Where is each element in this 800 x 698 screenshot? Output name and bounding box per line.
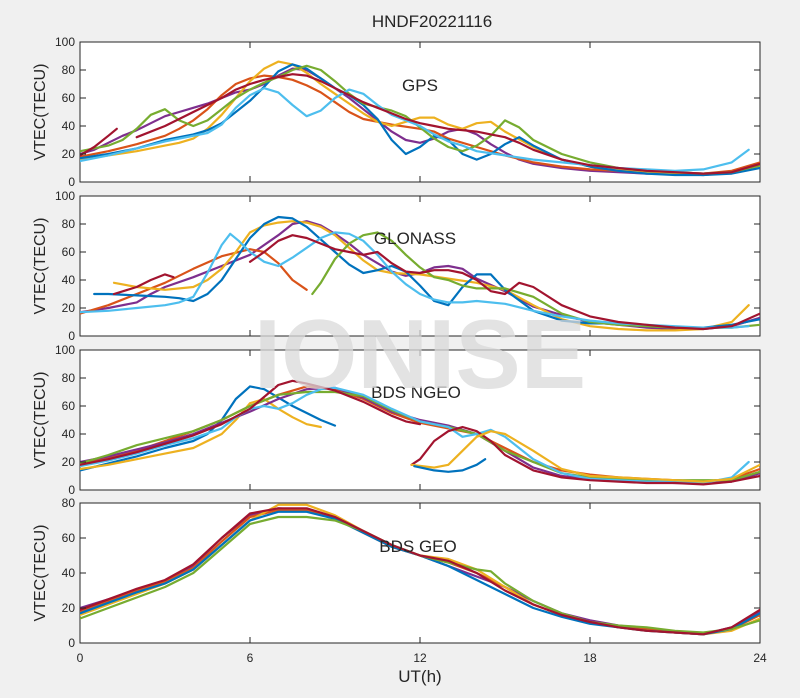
y-tick-label: 100 (55, 189, 75, 203)
constellation-label: GPS (402, 76, 438, 95)
constellation-label: BDS GEO (379, 537, 456, 556)
y-tick-label: 60 (62, 399, 76, 413)
series-line (112, 220, 750, 332)
x-tick-label: 0 (77, 651, 84, 665)
y-tick-label: 20 (62, 301, 76, 315)
y-axis-label: VTEC(TECU) (32, 525, 49, 622)
watermark: IONISE (254, 299, 586, 409)
series-line (80, 397, 322, 471)
y-tick-label: 60 (62, 91, 76, 105)
y-axis-label: VTEC(TECU) (32, 64, 49, 161)
y-tick-label: 60 (62, 531, 76, 545)
y-tick-label: 20 (62, 455, 76, 469)
series-line (80, 67, 760, 177)
panel-0: 0 20 40 60 80 100 VTEC(TECU) GPS (32, 35, 761, 189)
series-line (80, 64, 760, 175)
panel-1: 0 20 40 60 80 100 VTEC(TECU) GLONASS (32, 189, 761, 343)
constellation-label: BDS NGEO (371, 383, 461, 402)
x-axis-label: UT(h) (398, 667, 441, 686)
series-line (80, 507, 760, 636)
y-axis-label: VTEC(TECU) (32, 372, 49, 469)
y-tick-label: 40 (62, 119, 76, 133)
constellation-label: GLONASS (374, 229, 456, 248)
series-line (80, 379, 422, 466)
y-tick-label: 0 (68, 175, 75, 189)
y-tick-label: 100 (55, 343, 75, 357)
panel-3: 0 20 40 60 80 0 6 12 18 24 VTEC(TECU) BDS GEO (32, 496, 767, 665)
series-group (80, 60, 760, 177)
y-tick-label: 0 (68, 329, 75, 343)
y-tick-label: 80 (62, 371, 76, 385)
y-tick-label: 40 (62, 427, 76, 441)
series-line (112, 273, 175, 296)
y-tick-label: 80 (62, 496, 76, 510)
x-tick-label: 6 (247, 651, 254, 665)
y-tick-label: 20 (62, 601, 76, 615)
series-line (413, 458, 487, 473)
figure-title: HNDF20221116 (372, 12, 492, 31)
y-tick-label: 0 (68, 636, 75, 650)
series-line (410, 425, 760, 486)
series-line (248, 234, 760, 331)
series-line (93, 215, 760, 329)
series-group (80, 503, 760, 636)
series-line (410, 430, 760, 483)
series-group (80, 379, 760, 486)
x-tick-label: 12 (413, 651, 427, 665)
y-axis-label: VTEC(TECU) (32, 218, 49, 315)
y-tick-label: 0 (68, 483, 75, 497)
series-line (80, 248, 308, 315)
x-tick-label: 24 (753, 651, 767, 665)
x-tick-label: 18 (583, 651, 597, 665)
y-tick-label: 80 (62, 63, 76, 77)
y-tick-label: 20 (62, 147, 76, 161)
y-tick-label: 100 (55, 35, 75, 49)
series-line (80, 127, 118, 157)
series-line (80, 386, 750, 485)
y-tick-label: 40 (62, 566, 76, 580)
y-tick-label: 60 (62, 245, 76, 259)
y-tick-label: 40 (62, 273, 76, 287)
series-line (80, 231, 750, 329)
series-group (80, 215, 760, 332)
series-line (80, 385, 337, 472)
series-line (311, 231, 760, 329)
y-tick-label: 80 (62, 217, 76, 231)
series-line (135, 73, 760, 175)
panel-2: 0 20 40 60 80 100 VTEC(TECU) BDS NGEO (32, 343, 761, 497)
